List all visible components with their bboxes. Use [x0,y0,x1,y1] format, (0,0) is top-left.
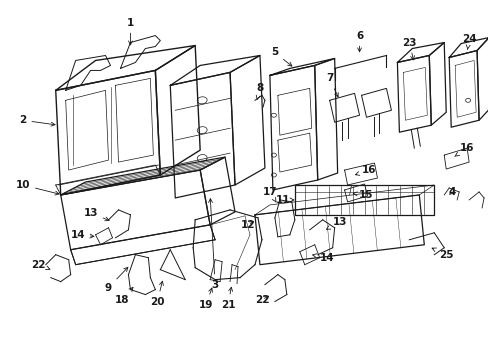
Text: 22: 22 [254,294,268,305]
Text: 15: 15 [352,190,373,200]
Text: 14: 14 [70,230,94,240]
Text: 14: 14 [312,253,333,263]
Text: 13: 13 [83,208,109,221]
Text: 23: 23 [401,37,416,60]
Text: 7: 7 [325,73,338,97]
Text: 13: 13 [326,217,346,229]
Text: 20: 20 [150,281,164,306]
Text: 8: 8 [256,84,263,99]
Text: 22: 22 [32,260,50,270]
Text: 11: 11 [275,195,293,205]
Text: 19: 19 [199,288,213,310]
Text: 17: 17 [262,187,277,202]
Text: 6: 6 [355,31,363,52]
Text: 16: 16 [355,165,376,175]
Text: 2: 2 [19,115,55,126]
Text: 21: 21 [221,287,235,310]
Text: 4: 4 [447,187,455,197]
Text: 24: 24 [461,33,475,49]
Text: 9: 9 [105,267,128,293]
Text: 5: 5 [271,48,291,66]
Text: 18: 18 [115,287,133,305]
Text: 12: 12 [240,220,255,230]
Text: 3: 3 [208,199,218,289]
Text: 10: 10 [16,180,59,195]
Text: 1: 1 [126,18,134,45]
Text: 16: 16 [454,143,473,156]
Text: 25: 25 [431,248,452,260]
